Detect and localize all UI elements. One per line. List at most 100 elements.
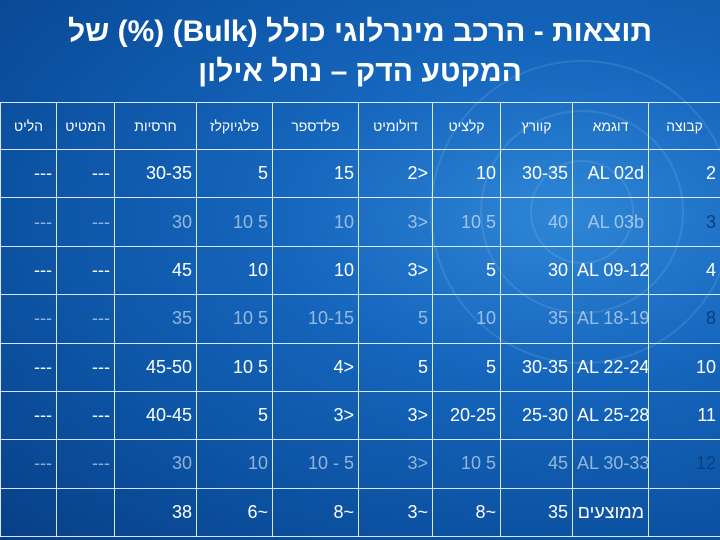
- average-cell: ~3: [358, 487, 433, 538]
- table-row: 11 AL 25-28 25-30 20-25 <3 <3 5 40-45 --…: [0, 390, 720, 441]
- value-cell: <3: [358, 245, 433, 296]
- value-cell: 20-25: [432, 390, 501, 441]
- value-cell: 30: [114, 439, 197, 489]
- average-cell: 38: [114, 487, 197, 538]
- value-cell: 10: [272, 197, 359, 247]
- value-cell: 5: [432, 342, 501, 392]
- value-cell: 10: [196, 245, 273, 296]
- table-row: 2 AL 02d 30-35 10 <2 15 5 30-35 --- ---: [0, 148, 720, 199]
- value-cell: ---: [0, 148, 57, 199]
- header-hematite: המטיט: [56, 102, 115, 150]
- value-cell: ---: [56, 439, 115, 489]
- group-cell: 3: [648, 197, 720, 247]
- group-cell: 8: [648, 294, 720, 344]
- value-cell: 5 10: [432, 439, 501, 489]
- value-cell: ---: [56, 294, 115, 344]
- value-cell: 5: [358, 294, 433, 344]
- sample-cell: AL 02d: [572, 148, 649, 199]
- title-line-2: המקטע הדק – נחל אילון: [198, 55, 522, 88]
- value-cell: 30-35: [500, 148, 573, 199]
- table-row: 8 AL 18-19 35 10 5 10-15 5 10 35 --- ---: [0, 294, 720, 344]
- value-cell: <3: [358, 197, 433, 247]
- value-cell: 45-50: [114, 342, 197, 392]
- sample-cell: AL 18-19: [572, 294, 649, 344]
- value-cell: ---: [56, 245, 115, 296]
- header-halite: הליט: [0, 102, 57, 150]
- value-cell: 10: [432, 294, 501, 344]
- value-cell: 10: [196, 439, 273, 489]
- value-cell: 5 10: [196, 294, 273, 344]
- average-cell: [56, 487, 115, 538]
- group-cell: 11: [648, 390, 720, 441]
- header-row: קבוצה דוגמא קוורץ קלציט דולומיט פלדספר פ…: [0, 102, 720, 150]
- sample-cell: AL 30-33: [572, 439, 649, 489]
- value-cell: 30-35: [114, 148, 197, 199]
- value-cell: <3: [358, 439, 433, 489]
- header-sample: דוגמא: [572, 102, 649, 150]
- value-cell: ---: [0, 245, 57, 296]
- value-cell: 30: [500, 245, 573, 296]
- value-cell: 30: [114, 197, 197, 247]
- value-cell: 5: [196, 148, 273, 199]
- group-cell: 2: [648, 148, 720, 199]
- value-cell: 5: [432, 245, 501, 296]
- average-label: ממוצעים: [572, 487, 649, 538]
- value-cell: 25-30: [500, 390, 573, 441]
- value-cell: ---: [56, 390, 115, 441]
- header-calcite: קלציט: [432, 102, 501, 150]
- value-cell: 5: [358, 342, 433, 392]
- value-cell: ---: [0, 439, 57, 489]
- header-dolomite: דולומיט: [358, 102, 433, 150]
- group-cell: 10: [648, 342, 720, 392]
- header-quartz: קוורץ: [500, 102, 573, 150]
- sample-cell: AL 09-12: [572, 245, 649, 296]
- value-cell: 10: [272, 245, 359, 296]
- group-cell: [648, 487, 720, 538]
- value-cell: ---: [0, 294, 57, 344]
- value-cell: ---: [56, 342, 115, 392]
- sample-cell: AL 22-24: [572, 342, 649, 392]
- header-plagioclase: פלגיוקלז: [196, 102, 273, 150]
- average-cell: ~6: [196, 487, 273, 538]
- group-cell: 4: [648, 245, 720, 296]
- value-cell: 45: [114, 245, 197, 296]
- value-cell: 15: [272, 148, 359, 199]
- value-cell: 5: [196, 390, 273, 441]
- value-cell: 5 10: [196, 197, 273, 247]
- header-group: קבוצה: [648, 102, 720, 150]
- table-row: 3 AL 03b 40 5 10 <3 10 5 10 30 --- ---: [0, 197, 720, 247]
- average-cell: [0, 487, 57, 538]
- value-cell: 35: [114, 294, 197, 344]
- header-feldspar: פלדספר: [272, 102, 359, 150]
- header-clays: חרסיות: [114, 102, 197, 150]
- sample-cell: AL 03b: [572, 197, 649, 247]
- value-cell: <3: [272, 390, 359, 441]
- table-row: 12 AL 30-33 45 5 10 <3 5 - 10 10 30 --- …: [0, 439, 720, 489]
- average-cell: 35: [500, 487, 573, 538]
- average-cell: ~8: [432, 487, 501, 538]
- value-cell: 5 10: [196, 342, 273, 392]
- value-cell: 40-45: [114, 390, 197, 441]
- title-line-1: תוצאות - הרכב מינרלוגי כולל (Bulk) (%) ש…: [67, 15, 652, 48]
- value-cell: ---: [56, 197, 115, 247]
- value-cell: 35: [500, 294, 573, 344]
- value-cell: <2: [358, 148, 433, 199]
- value-cell: 10-15: [272, 294, 359, 344]
- value-cell: 30-35: [500, 342, 573, 392]
- value-cell: 5 - 10: [272, 439, 359, 489]
- value-cell: 10: [432, 148, 501, 199]
- average-row: ממוצעים 35 ~8 ~3 ~8 ~6 38: [0, 487, 720, 538]
- value-cell: 45: [500, 439, 573, 489]
- group-cell: 12: [648, 439, 720, 489]
- page-title: תוצאות - הרכב מינרלוגי כולל (Bulk) (%) ש…: [0, 12, 720, 92]
- table-row: 10 AL 22-24 30-35 5 5 <4 5 10 45-50 --- …: [0, 342, 720, 392]
- value-cell: 5 10: [432, 197, 501, 247]
- mineralogy-table: קבוצה דוגמא קוורץ קלציט דולומיט פלדספר פ…: [0, 102, 720, 538]
- value-cell: ---: [56, 148, 115, 199]
- value-cell: ---: [0, 197, 57, 247]
- value-cell: ---: [0, 342, 57, 392]
- sample-cell: AL 25-28: [572, 390, 649, 441]
- value-cell: <3: [358, 390, 433, 441]
- value-cell: <4: [272, 342, 359, 392]
- value-cell: ---: [0, 390, 57, 441]
